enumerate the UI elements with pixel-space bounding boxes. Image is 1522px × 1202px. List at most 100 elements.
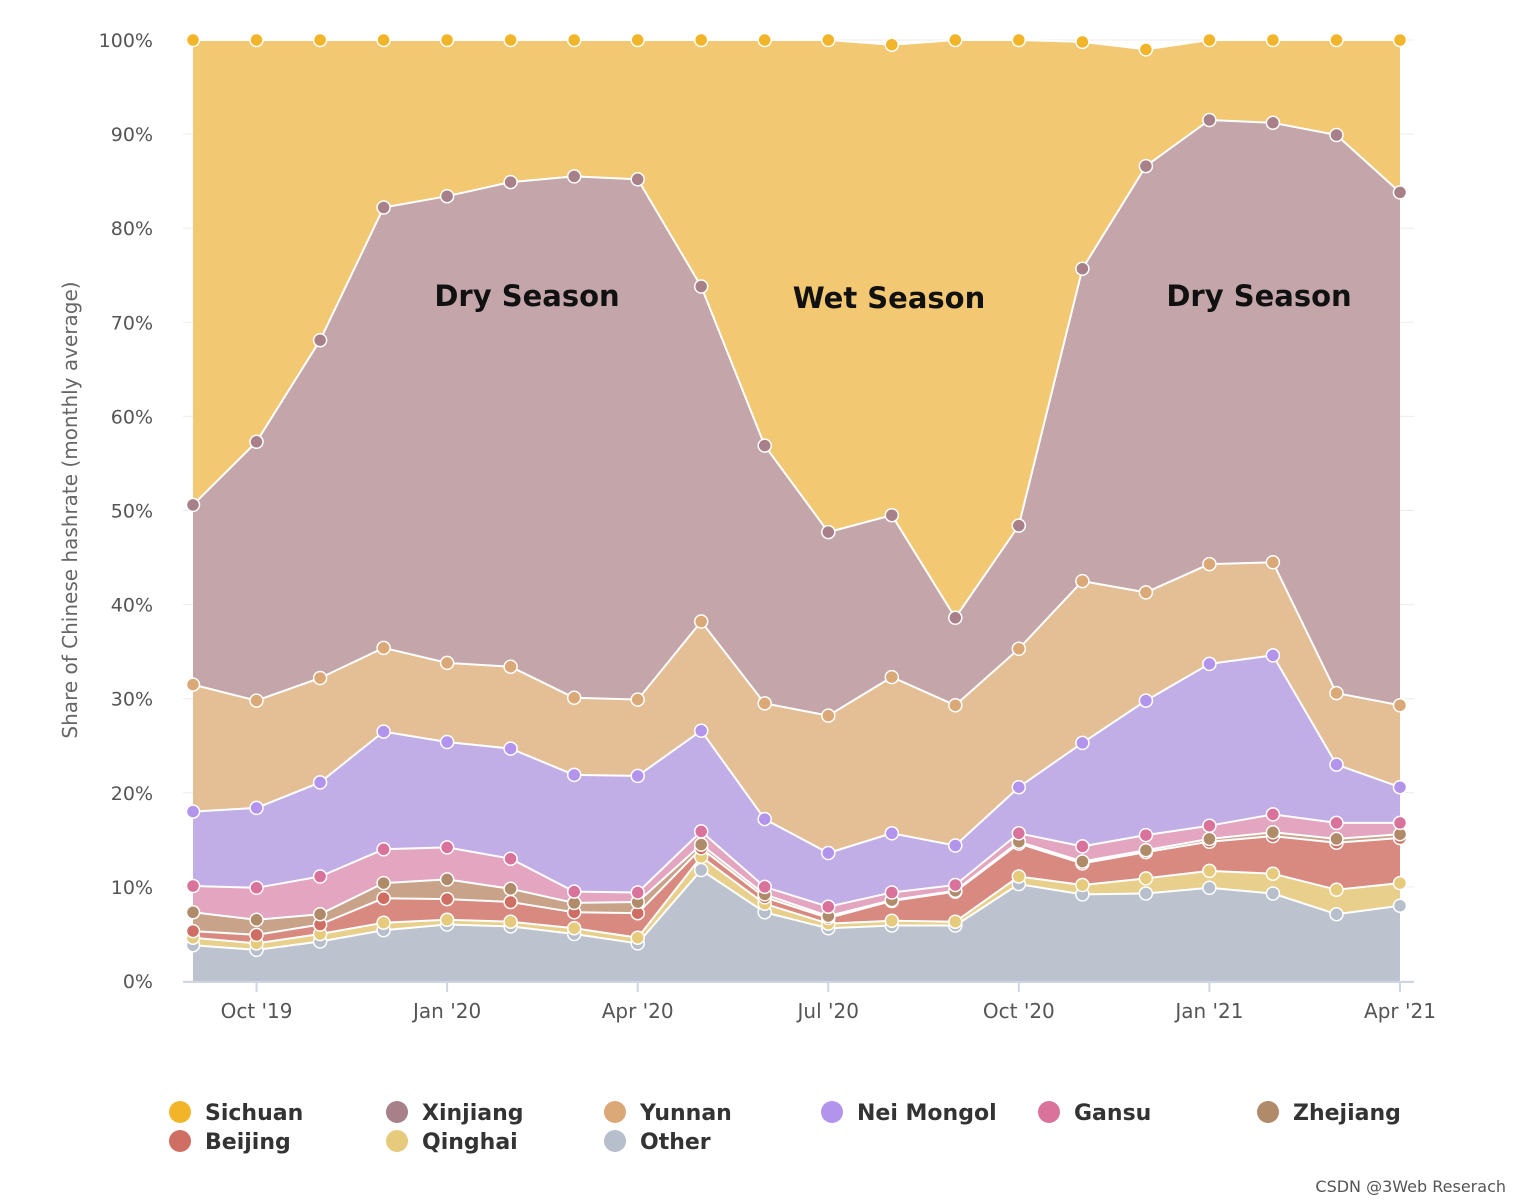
marker-xinjiang: [249, 434, 264, 450]
marker-zhejiang: [1138, 842, 1154, 858]
line-sichuan: [193, 39, 1400, 51]
line-gansu: [192, 813, 1400, 908]
y-tick-label: 80%: [111, 218, 153, 240]
marker-other: [1392, 898, 1408, 913]
legend-swatch-sichuan: [169, 1101, 191, 1123]
marker-zhejiang: [439, 872, 455, 887]
marker-gansu: [757, 879, 772, 895]
marker-yunnan: [249, 693, 264, 708]
marker-qinghai: [1392, 875, 1408, 891]
legend-item-gansu: Gansu: [1038, 1101, 1151, 1126]
marker-xinjiang: [1138, 158, 1154, 174]
line-beijing: [192, 835, 1401, 936]
legend-label: Zhejiang: [1293, 1101, 1401, 1126]
marker-yunnan: [439, 655, 455, 671]
marker-nei-mongol: [630, 768, 645, 784]
x-tick-label: Oct '20: [983, 999, 1055, 1023]
marker-gansu: [1329, 815, 1344, 831]
marker-sichuan: [312, 32, 328, 48]
marker-other: [1202, 880, 1217, 896]
marker-sichuan: [185, 32, 201, 48]
legend-label: Beijing: [205, 1130, 291, 1155]
marker-zhejiang: [312, 906, 328, 922]
line-zhejiang: [192, 831, 1401, 921]
marker-gansu: [439, 840, 455, 855]
marker-qinghai: [376, 915, 391, 930]
marker-yunnan: [185, 677, 201, 692]
marker-xinjiang: [948, 610, 963, 626]
line-other: [192, 869, 1401, 951]
marker-gansu: [1138, 827, 1154, 843]
marker-zhejiang: [376, 875, 391, 891]
marker-sichuan: [948, 32, 963, 48]
marker-sichuan: [503, 32, 518, 48]
marker-sichuan: [693, 32, 709, 48]
marker-yunnan: [948, 698, 963, 713]
marker-xinjiang: [757, 438, 772, 453]
series-areas: [193, 40, 1400, 981]
x-tick-label: Apr '21: [1364, 999, 1436, 1023]
legend-label: Other: [640, 1130, 711, 1155]
legend-item-xinjiang: Xinjiang: [386, 1101, 524, 1126]
marker-yunnan: [1075, 573, 1090, 589]
legend-item-other: Other: [604, 1130, 711, 1155]
legend-swatch-qinghai: [386, 1130, 408, 1152]
marker-yunnan: [1392, 698, 1408, 713]
marker-gansu: [884, 885, 900, 900]
legend-swatch-gansu: [1038, 1101, 1060, 1123]
marker-nei-mongol: [249, 800, 264, 816]
marker-xinjiang: [1329, 127, 1344, 143]
marker-sichuan: [1011, 32, 1027, 48]
marker-yunnan: [1138, 585, 1154, 600]
marker-gansu: [312, 869, 328, 884]
area-yunnan: [193, 562, 1400, 853]
legend-item-yunnan: Yunnan: [604, 1101, 732, 1126]
marker-nei-mongol: [1392, 779, 1408, 795]
y-axis-label: Share of Chinese hashrate (monthly avera…: [58, 281, 82, 738]
marker-sichuan: [1265, 32, 1281, 48]
marker-xinjiang: [1392, 185, 1408, 200]
marker-gansu: [185, 878, 201, 894]
legend-label: Nei Mongol: [857, 1101, 997, 1126]
legend-label: Qinghai: [422, 1130, 518, 1155]
marker-yunnan: [1265, 555, 1281, 570]
marker-sichuan: [1329, 32, 1344, 48]
marker-sichuan: [1075, 34, 1090, 50]
marker-xinjiang: [884, 507, 900, 523]
marker-qinghai: [439, 912, 455, 928]
x-tick-label: Apr '20: [602, 999, 674, 1023]
marker-xinjiang: [1011, 518, 1027, 533]
marker-gansu: [1202, 818, 1217, 833]
marker-qinghai: [1329, 882, 1344, 897]
y-tick-label: 90%: [111, 124, 153, 146]
legend-swatch-other: [604, 1130, 626, 1152]
marker-sichuan: [630, 32, 645, 48]
marker-beijing: [249, 927, 264, 943]
marker-zhejiang: [1329, 831, 1344, 847]
marker-gansu: [503, 851, 518, 866]
marker-yunnan: [630, 692, 645, 707]
y-tick-label: 10%: [111, 877, 153, 899]
series-markers: [185, 32, 1408, 958]
marker-yunnan: [1202, 556, 1217, 572]
marker-nei-mongol: [1202, 656, 1217, 672]
marker-xinjiang: [185, 497, 201, 513]
legend-swatch-nei-mongol: [821, 1101, 843, 1123]
y-tick-label: 60%: [111, 406, 153, 428]
marker-gansu: [1011, 826, 1027, 841]
marker-other: [1329, 906, 1344, 922]
marker-nei-mongol: [376, 724, 391, 739]
legend-item-nei-mongol: Nei Mongol: [821, 1101, 997, 1126]
area-sichuan: [193, 40, 1400, 618]
legend-swatch-zhejiang: [1257, 1101, 1279, 1123]
marker-beijing: [503, 894, 518, 910]
legend-item-qinghai: Qinghai: [386, 1130, 518, 1155]
axes: 0% 10% 20% 30% 40% 50% 60% 70% 80% 90% 100% Oct '19…: [99, 30, 1436, 1023]
line-qinghai: [192, 855, 1401, 945]
marker-xinjiang: [503, 174, 518, 190]
y-tick-label: 30%: [111, 689, 153, 711]
marker-nei-mongol: [566, 767, 582, 783]
marker-sichuan: [566, 32, 582, 48]
marker-yunnan: [757, 696, 772, 711]
